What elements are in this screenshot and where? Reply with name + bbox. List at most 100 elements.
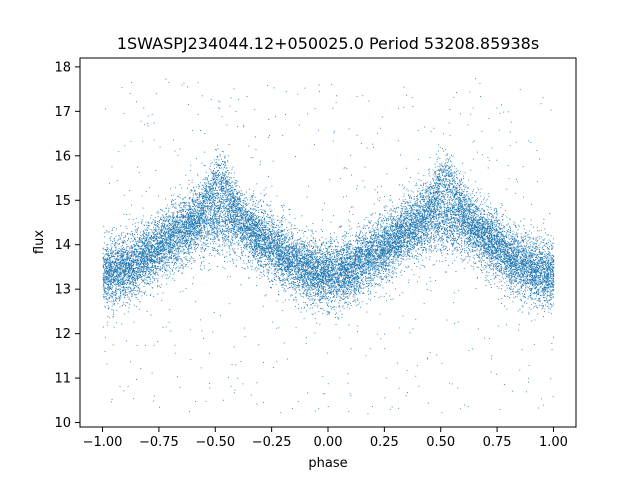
data-point xyxy=(181,237,183,239)
data-point xyxy=(200,215,202,217)
data-point xyxy=(239,212,241,214)
data-point xyxy=(210,193,212,194)
data-point xyxy=(142,255,144,257)
data-point xyxy=(106,260,108,262)
data-point xyxy=(128,253,130,255)
data-point xyxy=(416,227,418,228)
data-point xyxy=(166,216,168,217)
data-point xyxy=(232,194,234,195)
data-point xyxy=(216,178,218,180)
data-point xyxy=(485,222,486,224)
data-point xyxy=(429,256,431,258)
data-point xyxy=(451,183,453,185)
data-point xyxy=(263,219,265,220)
data-point xyxy=(143,255,144,257)
data-point xyxy=(271,249,273,251)
data-point xyxy=(300,269,302,271)
data-point xyxy=(415,210,417,212)
data-point xyxy=(335,251,337,253)
data-point xyxy=(367,284,369,286)
data-point xyxy=(182,214,184,216)
data-point xyxy=(438,224,440,225)
data-point xyxy=(273,252,274,254)
data-point xyxy=(453,194,455,196)
data-point xyxy=(293,250,295,252)
data-point xyxy=(516,284,517,286)
data-point xyxy=(425,197,427,198)
data-point xyxy=(430,209,432,210)
data-point xyxy=(181,187,183,189)
data-point xyxy=(210,208,212,210)
data-point xyxy=(280,274,282,276)
data-point xyxy=(455,203,457,205)
data-point xyxy=(247,261,249,263)
data-point xyxy=(474,226,476,228)
data-point xyxy=(129,213,131,215)
data-point xyxy=(223,220,225,222)
data-point xyxy=(533,265,535,267)
data-point xyxy=(267,232,269,234)
data-point xyxy=(292,281,294,282)
data-point xyxy=(246,96,248,98)
data-point xyxy=(440,184,442,186)
data-point xyxy=(280,254,282,256)
data-point xyxy=(515,257,517,259)
data-point xyxy=(334,295,335,297)
data-point xyxy=(174,344,176,346)
data-point xyxy=(269,216,271,218)
data-point xyxy=(166,214,167,215)
data-point xyxy=(161,271,163,272)
data-point xyxy=(439,147,441,149)
data-point xyxy=(468,223,470,225)
data-point xyxy=(333,289,335,291)
data-point xyxy=(542,290,544,291)
data-point xyxy=(213,190,215,192)
data-point xyxy=(185,236,187,238)
data-point xyxy=(307,263,309,264)
data-point xyxy=(321,251,323,253)
data-point xyxy=(490,269,492,270)
data-point xyxy=(427,191,429,192)
data-point xyxy=(207,243,209,245)
data-point xyxy=(349,307,351,309)
data-point xyxy=(438,176,440,177)
data-point xyxy=(125,305,126,307)
data-point xyxy=(197,199,198,201)
data-point xyxy=(195,244,197,246)
data-point xyxy=(225,177,227,179)
data-point xyxy=(176,258,178,260)
data-point xyxy=(177,230,179,232)
data-point xyxy=(553,266,555,268)
data-point xyxy=(413,198,415,200)
data-point xyxy=(511,236,513,237)
data-point xyxy=(535,237,537,239)
data-point xyxy=(299,247,301,249)
data-point xyxy=(451,192,453,194)
data-point xyxy=(504,273,506,274)
data-point xyxy=(498,275,500,276)
data-point xyxy=(491,220,493,222)
data-point xyxy=(435,226,436,228)
data-point xyxy=(269,237,271,239)
data-point xyxy=(340,256,342,258)
data-point xyxy=(389,245,391,247)
data-point xyxy=(461,189,462,191)
data-point xyxy=(105,244,107,246)
data-point xyxy=(306,271,308,273)
data-point xyxy=(259,223,261,225)
data-point xyxy=(162,252,164,254)
data-point xyxy=(225,207,226,208)
data-point xyxy=(243,239,245,241)
data-point xyxy=(392,266,394,268)
data-point xyxy=(356,282,358,284)
data-point xyxy=(271,231,273,232)
data-point xyxy=(438,169,439,171)
data-point xyxy=(381,264,383,265)
data-point xyxy=(420,237,422,239)
data-point xyxy=(353,264,355,266)
data-point xyxy=(190,235,192,236)
data-point xyxy=(542,245,544,247)
data-point xyxy=(550,298,552,300)
data-point xyxy=(264,295,266,297)
data-point xyxy=(211,229,213,231)
